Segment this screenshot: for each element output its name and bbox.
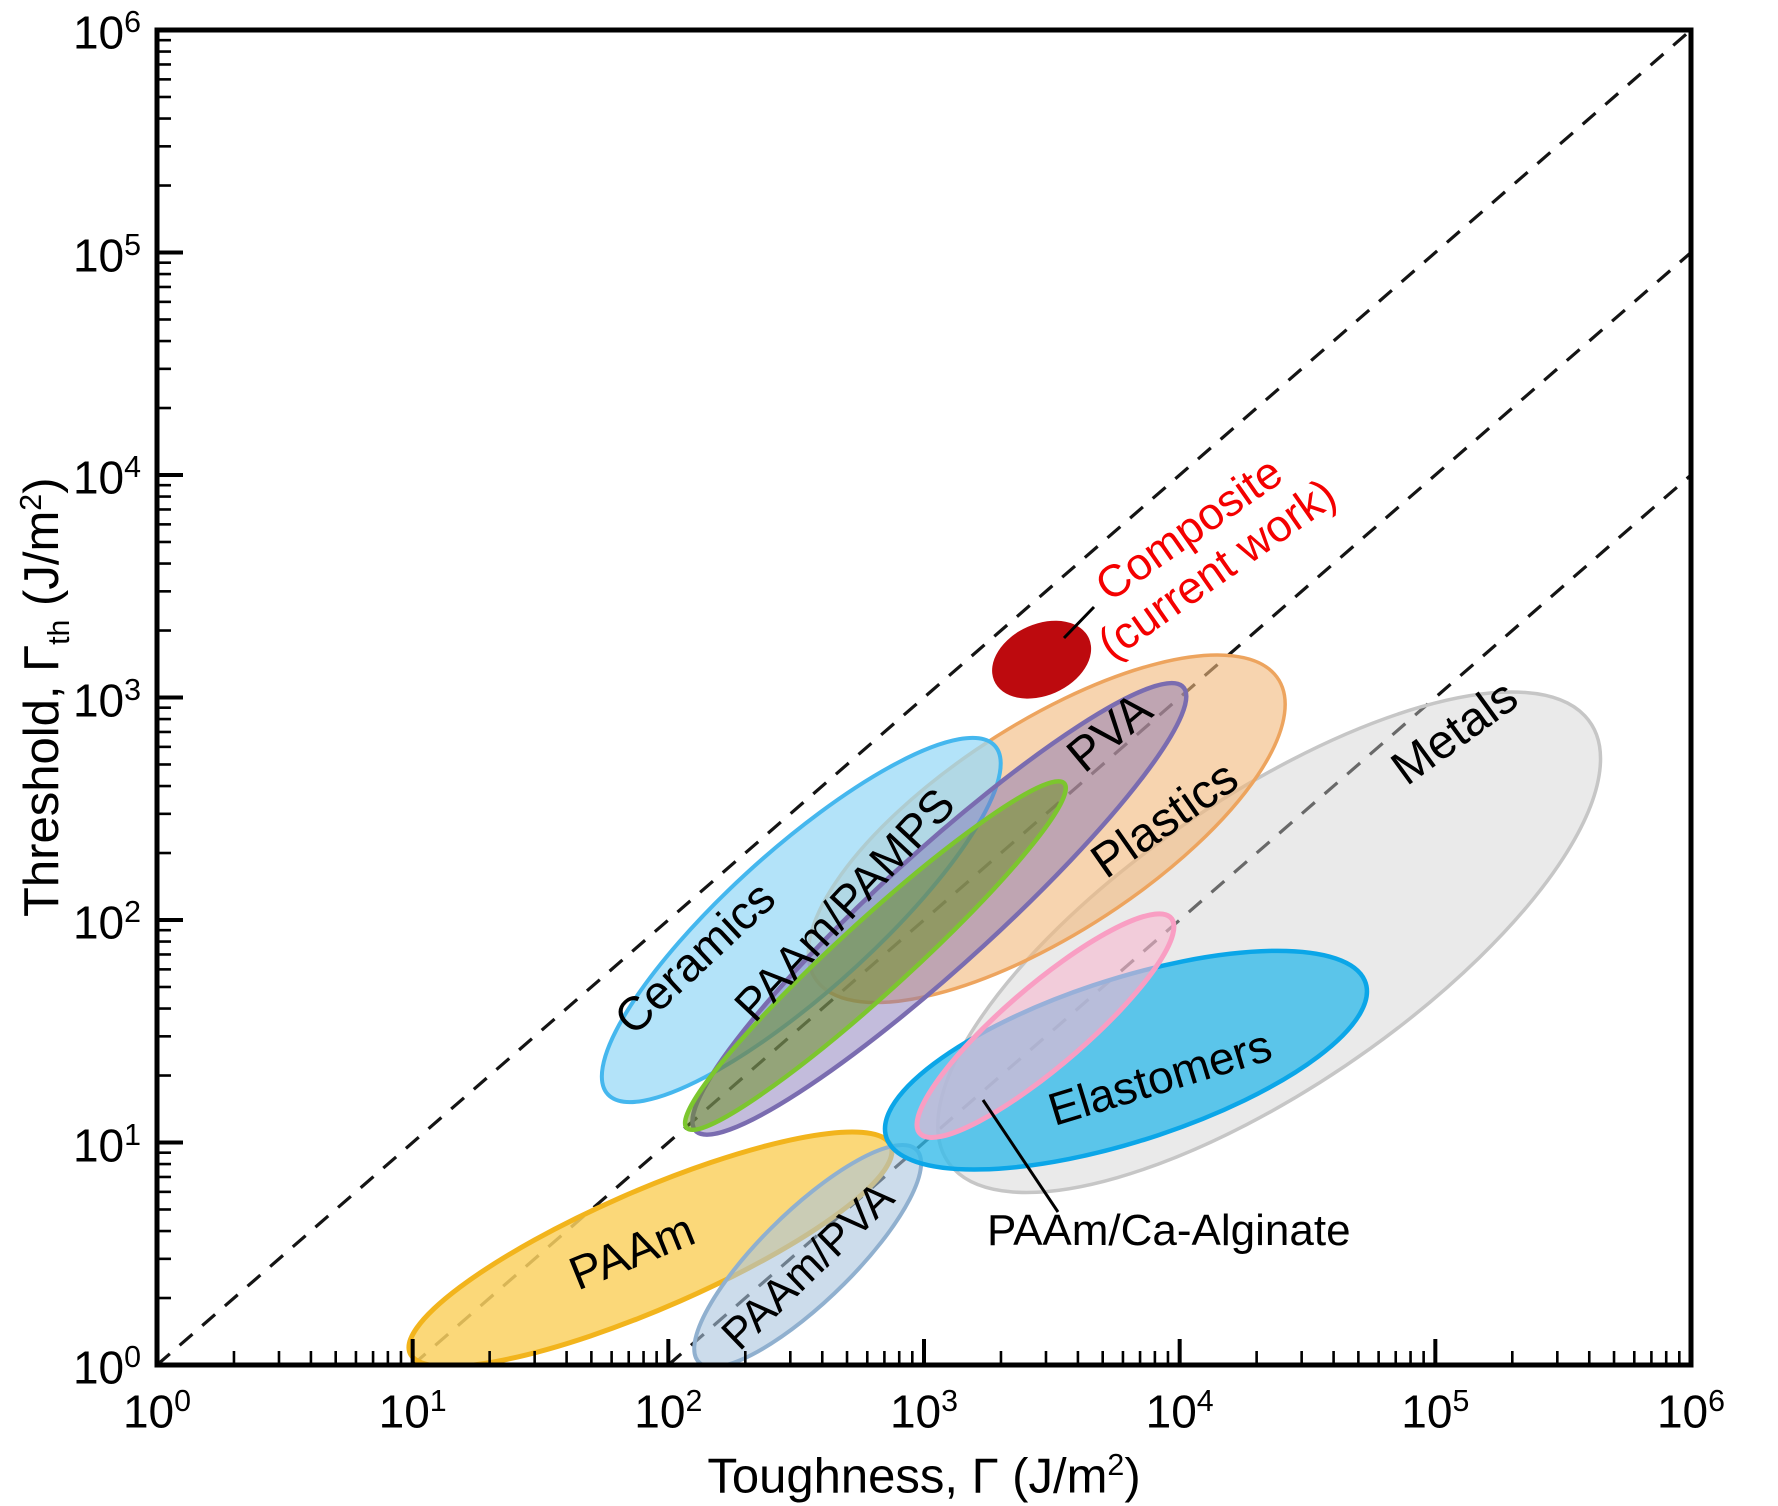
callout-line-paam-ca-alginate xyxy=(981,1099,1060,1213)
x-tick-label-10e3: 103 xyxy=(889,1385,959,1438)
y-tick-label-10e2: 102 xyxy=(72,896,141,949)
region-ellipse-paam-ca-alginate xyxy=(890,890,1201,1161)
y-tick-label-10e0: 100 xyxy=(72,1341,141,1394)
x-tick-label-10e4: 104 xyxy=(1145,1385,1214,1438)
callout-line-composite-current-work- xyxy=(1062,605,1096,640)
x-tick-label-10e6: 106 xyxy=(1656,1385,1726,1438)
x-tick-label-10e0: 100 xyxy=(122,1385,192,1438)
region-label-paam-ca-alginate: PAAm/Ca-Alginate xyxy=(987,1206,1351,1255)
plot-border xyxy=(154,27,1694,1368)
x-tick-label-10e1: 101 xyxy=(378,1385,447,1438)
y-tick-label-10e3: 103 xyxy=(72,673,141,726)
region-ellipse-paam-pamps xyxy=(659,760,1091,1151)
y-tick-label-10e6: 106 xyxy=(72,6,141,59)
y-tick-label-10e5: 105 xyxy=(72,228,141,281)
x-tick-label-10e2: 102 xyxy=(634,1385,703,1438)
material-regions xyxy=(381,595,1686,1365)
x-tick-label-10e5: 105 xyxy=(1401,1385,1470,1438)
line-threshold-equals-toughness xyxy=(155,28,1693,1367)
y-tick-label-10e1: 101 xyxy=(72,1118,141,1171)
region-ellipse-composite-current-work- xyxy=(992,620,1092,699)
y-tick-label-10e4: 104 xyxy=(72,451,141,504)
x-axis-title: Toughness, Γ (J/m2) xyxy=(707,1448,1141,1504)
